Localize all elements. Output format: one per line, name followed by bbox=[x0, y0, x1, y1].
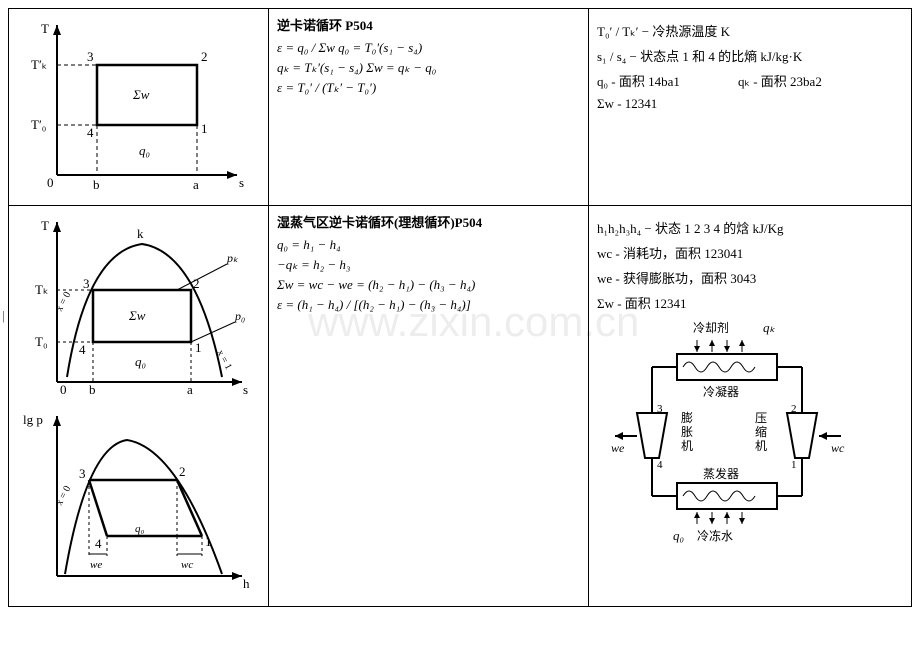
sigma-w-label: Σw bbox=[132, 87, 150, 102]
q0-label: q₀ bbox=[135, 523, 145, 535]
axis-y-label: lg p bbox=[23, 412, 43, 427]
origin-label: 0 bbox=[47, 175, 54, 190]
a-label: a bbox=[187, 382, 193, 397]
b-label: b bbox=[89, 382, 96, 397]
p0-label: p₀ bbox=[234, 309, 245, 323]
figure-cell-ts-simple: T s 0 3 2 1 4 T′ₖ T′₀ bbox=[9, 9, 269, 206]
equation: ε = (h₁ − h₄) / [(h₂ − h₁) − (h₃ − h₄)] bbox=[277, 297, 580, 313]
coolant-label: 冷却剂 bbox=[693, 320, 729, 335]
pt4-label: 4 bbox=[79, 342, 86, 357]
axis-x-label: s bbox=[243, 382, 248, 397]
note-line: Σw - 12341 bbox=[597, 96, 903, 112]
node1-label: 1 bbox=[791, 459, 797, 471]
condenser-label: 冷凝器 bbox=[703, 384, 739, 399]
pt4-label: 4 bbox=[87, 125, 94, 140]
expander-label-3: 机 bbox=[681, 439, 693, 453]
equation: −qₖ = h₂ − h₃ bbox=[277, 257, 580, 273]
q0-label: q₀ bbox=[135, 354, 146, 369]
expander-label-1: 膨 bbox=[681, 411, 693, 425]
compressor-label-3: 机 bbox=[755, 439, 767, 453]
pt3-label: 3 bbox=[87, 49, 94, 64]
pt3-label: 3 bbox=[83, 276, 90, 291]
pt1-label: 1 bbox=[205, 534, 212, 549]
note-line: T₀′ / Tₖ′ − 冷热源温度 K bbox=[597, 21, 903, 40]
dome-top-label: k bbox=[137, 226, 144, 241]
content-table: T s 0 3 2 1 4 T′ₖ T′₀ bbox=[8, 8, 912, 607]
equation: Σw = wc − we = (h₂ − h₁) − (h₃ − h₄) bbox=[277, 277, 580, 293]
axis-x-label: h bbox=[243, 576, 250, 591]
pt2-label: 2 bbox=[193, 276, 200, 291]
equations-cell-1: 逆卡诺循环 P504 ε = q₀ / Σw q₀ = T₀′(s₁ − s₄)… bbox=[269, 9, 589, 206]
tk-label: Tₖ bbox=[35, 282, 48, 297]
equations-cell-2: 湿蒸气区逆卡诺循环(理想循环)P504 q₀ = h₁ − h₄ −qₖ = h… bbox=[269, 206, 589, 607]
note-line: h₁h₂h₃h₄ − 状态 1 2 3 4 的焓 kJ/Kg bbox=[597, 218, 903, 237]
pk-label: pₖ bbox=[226, 251, 239, 265]
lgp-h-diagram: lg p h 3 2 bbox=[17, 406, 257, 596]
note-line: Σw - 面积 12341 bbox=[597, 293, 903, 312]
expander-label-2: 胀 bbox=[681, 425, 693, 439]
evaporator-label: 蒸发器 bbox=[703, 466, 739, 481]
node4-label: 4 bbox=[657, 459, 663, 471]
note-line: we - 获得膨胀功，面积 3043 bbox=[597, 268, 903, 287]
notes-cell-2: h₁h₂h₃h₄ − 状态 1 2 3 4 的焓 kJ/Kg wc - 消耗功，… bbox=[589, 206, 912, 607]
table-row: T s k Σw q₀ pₖ bbox=[9, 206, 912, 607]
chilled-water-label: 冷冻水 bbox=[697, 528, 733, 543]
q0-label: q₀ bbox=[139, 143, 150, 158]
pt4-label: 4 bbox=[95, 536, 102, 551]
left-marker: | bbox=[2, 308, 5, 324]
t0-label: T′₀ bbox=[31, 117, 46, 132]
note-line: q₀ - 面积 14ba1 qₖ - 面积 23ba2 bbox=[597, 71, 903, 90]
pt1-label: 1 bbox=[201, 121, 208, 136]
axis-x-label: s bbox=[239, 175, 244, 190]
equation: ε = q₀ / Σw q₀ = T₀′(s₁ − s₄) bbox=[277, 40, 580, 56]
equation: ε = T₀′ / (Tₖ′ − T₀′) bbox=[277, 80, 580, 96]
ts-dome-diagram: T s k Σw q₀ pₖ bbox=[17, 212, 257, 402]
pt2-label: 2 bbox=[201, 49, 208, 64]
tk-label: T′ₖ bbox=[31, 57, 47, 72]
note-line: s₁ / s₄ − 状态点 1 和 4 的比熵 kJ/kg·K bbox=[597, 46, 903, 65]
origin-label: 0 bbox=[60, 382, 67, 397]
we-label: we bbox=[611, 441, 625, 455]
axis-y-label: T bbox=[41, 21, 49, 36]
compressor-label-1: 压 bbox=[755, 411, 767, 425]
qk-label: qₖ bbox=[763, 320, 776, 335]
a-label: a bbox=[193, 177, 199, 192]
page: | www.zixin.com.cn T s 0 bbox=[8, 8, 912, 607]
pt1-label: 1 bbox=[195, 340, 202, 355]
ts-diagram-simple: T s 0 3 2 1 4 T′ₖ T′₀ bbox=[17, 15, 257, 195]
axis-y-label: T bbox=[41, 218, 49, 233]
wc-label: wc bbox=[181, 559, 193, 571]
equation: q₀ = h₁ − h₄ bbox=[277, 237, 580, 253]
b-label: b bbox=[93, 177, 100, 192]
pt3-label: 3 bbox=[79, 466, 86, 481]
compressor-label-2: 缩 bbox=[755, 424, 767, 439]
t0-label: T₀ bbox=[35, 334, 47, 349]
refrigeration-schematic: 冷却剂 qₖ 冷凝器 3 2 bbox=[597, 318, 857, 548]
notes-cell-1: T₀′ / Tₖ′ − 冷热源温度 K s₁ / s₄ − 状态点 1 和 4 … bbox=[589, 9, 912, 206]
table-row: T s 0 3 2 1 4 T′ₖ T′₀ bbox=[9, 9, 912, 206]
section-title-1: 逆卡诺循环 P504 bbox=[277, 15, 580, 34]
q0-label: q₀ bbox=[673, 528, 684, 543]
we-label: we bbox=[90, 559, 102, 571]
note-line: wc - 消耗功，面积 123041 bbox=[597, 243, 903, 262]
x1-label: x = 1 bbox=[214, 348, 233, 371]
equation: qₖ = Tₖ′(s₁ − s₄) Σw = qₖ − q₀ bbox=[277, 60, 580, 76]
sigma-w-label: Σw bbox=[128, 308, 146, 323]
section-title-2: 湿蒸气区逆卡诺循环(理想循环)P504 bbox=[277, 212, 580, 231]
figure-cell-dome: T s k Σw q₀ pₖ bbox=[9, 206, 269, 607]
wc-label: wc bbox=[831, 441, 845, 455]
pt2-label: 2 bbox=[179, 464, 186, 479]
